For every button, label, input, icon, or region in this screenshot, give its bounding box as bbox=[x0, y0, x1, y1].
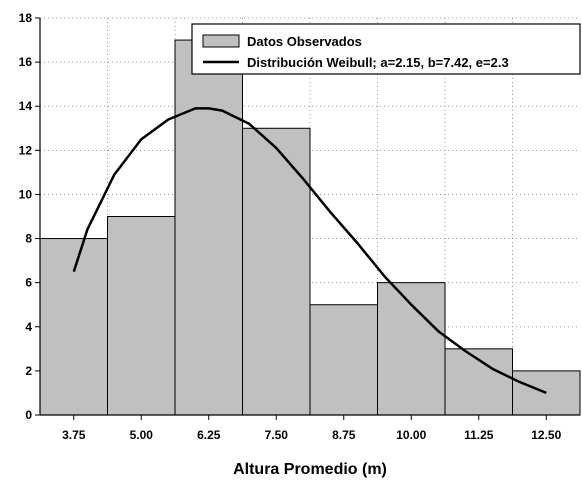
y-tick-label: 18 bbox=[19, 11, 33, 25]
histogram-bar bbox=[39, 238, 108, 416]
x-tick-label: 11.25 bbox=[464, 428, 494, 442]
legend: Datos Observados Distribución Weibull; a… bbox=[191, 23, 581, 75]
y-tick-label: 2 bbox=[25, 364, 32, 378]
legend-label-weibull: Distribución Weibull; a=2.15, b=7.42, e=… bbox=[247, 55, 509, 70]
y-tick-label: 16 bbox=[19, 55, 33, 69]
y-tick-labels: 0 2 4 6 8 10 12 14 16 18 bbox=[19, 11, 33, 422]
histogram-bar bbox=[242, 127, 311, 416]
weibull-curve-layer bbox=[72, 107, 547, 395]
y-tick-label: 4 bbox=[25, 320, 32, 334]
y-tick-label: 14 bbox=[19, 99, 33, 113]
legend-label-observed: Datos Observados bbox=[247, 34, 362, 49]
x-axis-title: Altura Promedio (m) bbox=[233, 461, 387, 478]
histogram-bars bbox=[39, 39, 581, 416]
legend-box bbox=[191, 23, 581, 75]
histogram-bar bbox=[107, 216, 176, 416]
weibull-curve bbox=[72, 107, 547, 395]
legend-swatch-observed bbox=[202, 34, 240, 48]
x-tick-label: 6.25 bbox=[197, 428, 221, 442]
y-tick-label: 6 bbox=[25, 276, 32, 290]
y-tick-label: 0 bbox=[25, 408, 32, 422]
x-tick-label: 10.00 bbox=[396, 428, 426, 442]
x-tick-label: 3.75 bbox=[62, 428, 86, 442]
x-tick-labels: 3.75 5.00 6.25 7.50 8.75 10.00 11.25 12.50 bbox=[62, 428, 562, 442]
y-tick-label: 8 bbox=[25, 232, 32, 246]
x-tick-label: 8.75 bbox=[332, 428, 356, 442]
histogram-bar bbox=[309, 304, 378, 416]
x-tick-label: 7.50 bbox=[265, 428, 289, 442]
x-tick-label: 5.00 bbox=[130, 428, 154, 442]
y-tick-label: 10 bbox=[19, 187, 33, 201]
y-tick-label: 12 bbox=[19, 143, 33, 157]
axes bbox=[35, 17, 580, 420]
x-tick-label: 12.50 bbox=[531, 428, 561, 442]
histogram-bar bbox=[377, 282, 446, 416]
histogram-bar bbox=[174, 39, 243, 416]
